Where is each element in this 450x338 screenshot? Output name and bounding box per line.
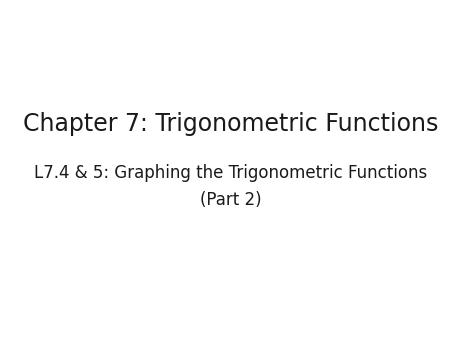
Text: L7.4 & 5: Graphing the Trigonometric Functions
(Part 2): L7.4 & 5: Graphing the Trigonometric Fun… — [34, 164, 427, 209]
Text: Chapter 7: Trigonometric Functions: Chapter 7: Trigonometric Functions — [23, 112, 438, 136]
